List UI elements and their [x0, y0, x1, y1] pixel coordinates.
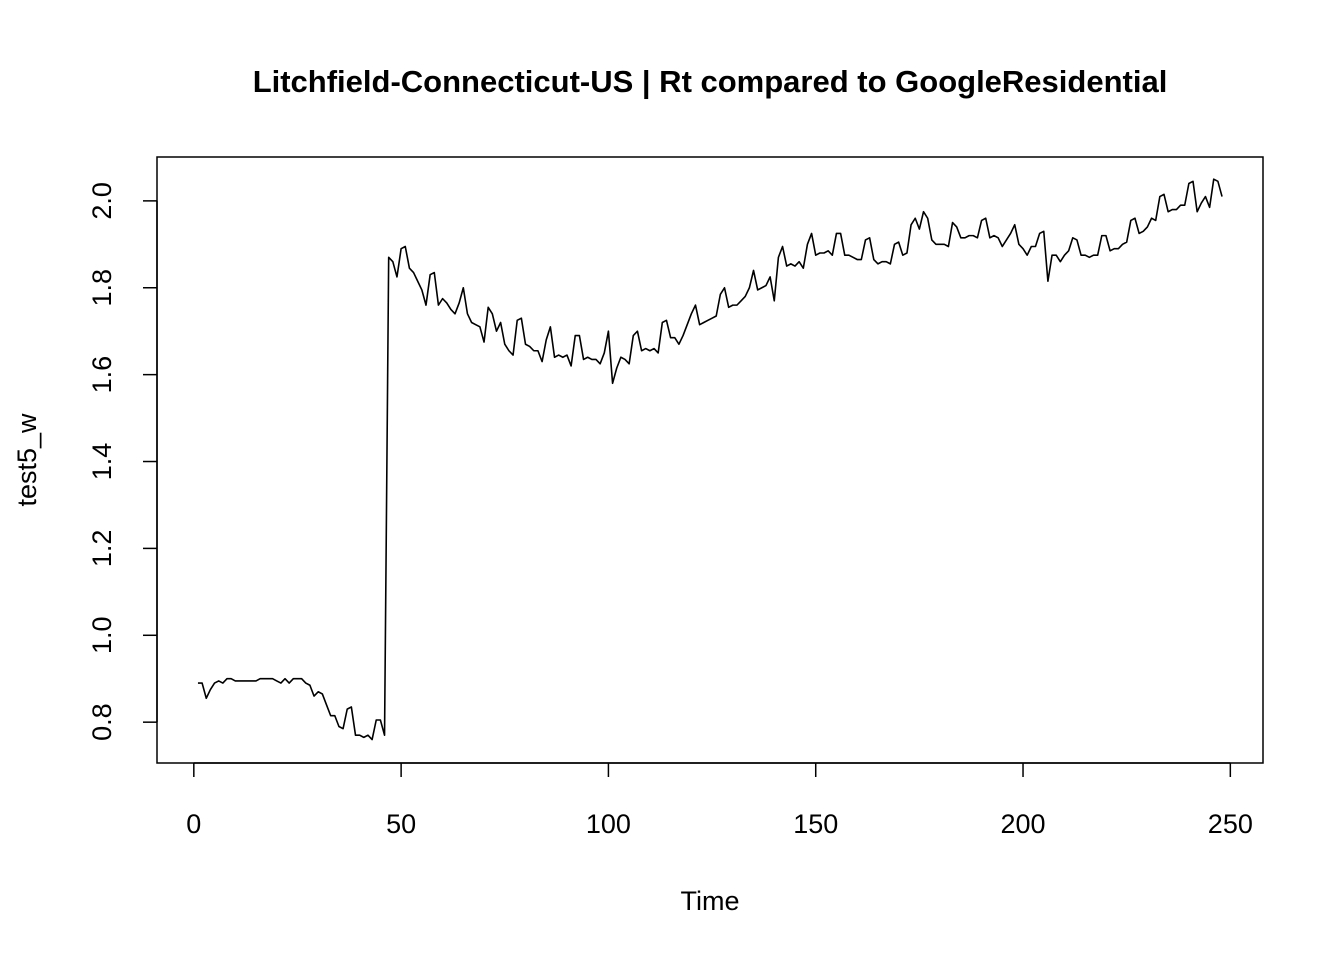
x-tick-label: 50 [386, 809, 416, 839]
x-tick-label: 200 [1000, 809, 1045, 839]
y-tick-label: 0.8 [87, 703, 117, 741]
x-tick-label: 150 [793, 809, 838, 839]
x-tick-label: 100 [586, 809, 631, 839]
y-tick-label: 1.2 [87, 530, 117, 568]
y-tick-label: 1.6 [87, 356, 117, 394]
y-tick-label: 1.4 [87, 443, 117, 481]
x-axis-label: Time [681, 886, 740, 916]
x-tick-label: 250 [1208, 809, 1253, 839]
y-tick-label: 1.0 [87, 617, 117, 655]
chart-title: Litchfield-Connecticut-US | Rt compared … [253, 64, 1168, 99]
y-axis-label: test5_w [12, 413, 42, 507]
data-line [197, 178, 1223, 741]
y-tick-label: 1.8 [87, 269, 117, 307]
y-tick-label: 2.0 [87, 182, 117, 220]
x-tick-label: 0 [186, 809, 201, 839]
